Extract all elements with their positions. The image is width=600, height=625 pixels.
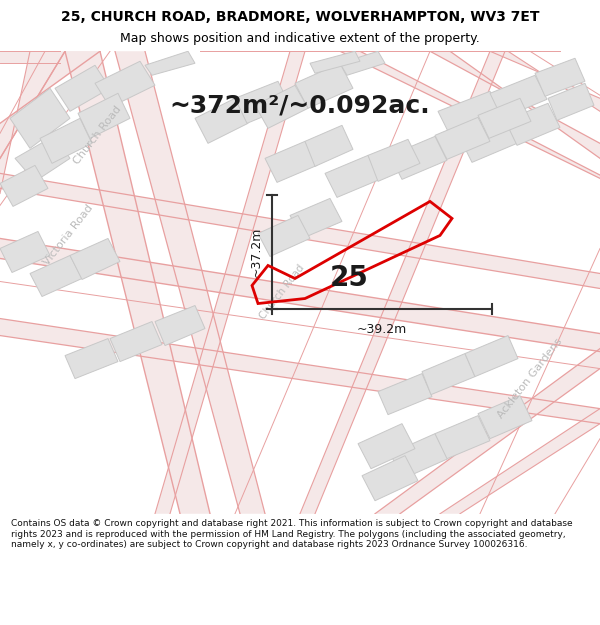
Polygon shape: [40, 118, 92, 163]
Text: ~372m²/~0.092ac.: ~372m²/~0.092ac.: [170, 93, 430, 118]
Polygon shape: [15, 136, 70, 181]
Polygon shape: [548, 83, 594, 121]
Polygon shape: [295, 63, 353, 108]
Polygon shape: [195, 98, 248, 143]
Polygon shape: [340, 51, 385, 75]
Polygon shape: [362, 456, 418, 501]
Polygon shape: [155, 306, 205, 346]
Polygon shape: [440, 409, 600, 514]
Polygon shape: [235, 81, 290, 123]
Polygon shape: [0, 51, 100, 158]
Text: 25, CHURCH ROAD, BRADMORE, WOLVERHAMPTON, WV3 7ET: 25, CHURCH ROAD, BRADMORE, WOLVERHAMPTON…: [61, 10, 539, 24]
Polygon shape: [358, 424, 415, 469]
Polygon shape: [145, 51, 195, 75]
Polygon shape: [375, 349, 600, 514]
Polygon shape: [490, 51, 600, 111]
Polygon shape: [265, 141, 317, 182]
Polygon shape: [435, 118, 490, 159]
Polygon shape: [30, 256, 82, 296]
Polygon shape: [430, 51, 600, 158]
Polygon shape: [110, 321, 162, 362]
Polygon shape: [305, 126, 353, 166]
Text: ~37.2m: ~37.2m: [250, 227, 263, 277]
Polygon shape: [115, 51, 265, 514]
Polygon shape: [378, 374, 432, 414]
Polygon shape: [0, 51, 65, 193]
Polygon shape: [435, 416, 490, 459]
Polygon shape: [290, 198, 342, 239]
Polygon shape: [0, 319, 600, 424]
Polygon shape: [505, 103, 560, 146]
Polygon shape: [390, 434, 448, 479]
Polygon shape: [0, 231, 50, 272]
Polygon shape: [300, 51, 505, 514]
Polygon shape: [310, 51, 360, 73]
Polygon shape: [390, 136, 447, 179]
Polygon shape: [255, 85, 308, 128]
Polygon shape: [55, 65, 110, 111]
Polygon shape: [155, 51, 305, 514]
Polygon shape: [65, 51, 210, 514]
Text: ~39.2m: ~39.2m: [357, 322, 407, 336]
Polygon shape: [438, 91, 502, 136]
Text: Ackleton Gardens: Ackleton Gardens: [496, 337, 564, 421]
Text: 25: 25: [330, 264, 369, 292]
Polygon shape: [0, 239, 600, 352]
Polygon shape: [422, 354, 475, 394]
Text: Victoria Road: Victoria Road: [41, 203, 95, 268]
Polygon shape: [65, 339, 118, 379]
Text: Church Road: Church Road: [72, 104, 124, 166]
Polygon shape: [325, 156, 380, 198]
Polygon shape: [95, 61, 155, 107]
Polygon shape: [0, 166, 48, 206]
Polygon shape: [0, 173, 600, 289]
Polygon shape: [78, 93, 130, 138]
Polygon shape: [478, 98, 531, 138]
Polygon shape: [478, 396, 532, 439]
Polygon shape: [465, 336, 518, 377]
Polygon shape: [460, 119, 517, 162]
Polygon shape: [490, 75, 547, 118]
Polygon shape: [368, 139, 420, 181]
Polygon shape: [10, 88, 70, 148]
Polygon shape: [535, 58, 585, 96]
Polygon shape: [340, 51, 600, 186]
Text: Contains OS data © Crown copyright and database right 2021. This information is : Contains OS data © Crown copyright and d…: [11, 519, 572, 549]
Text: Map shows position and indicative extent of the property.: Map shows position and indicative extent…: [120, 32, 480, 45]
Polygon shape: [70, 239, 120, 279]
Polygon shape: [0, 51, 60, 63]
Text: Church Road: Church Road: [257, 262, 307, 321]
Polygon shape: [258, 216, 310, 256]
